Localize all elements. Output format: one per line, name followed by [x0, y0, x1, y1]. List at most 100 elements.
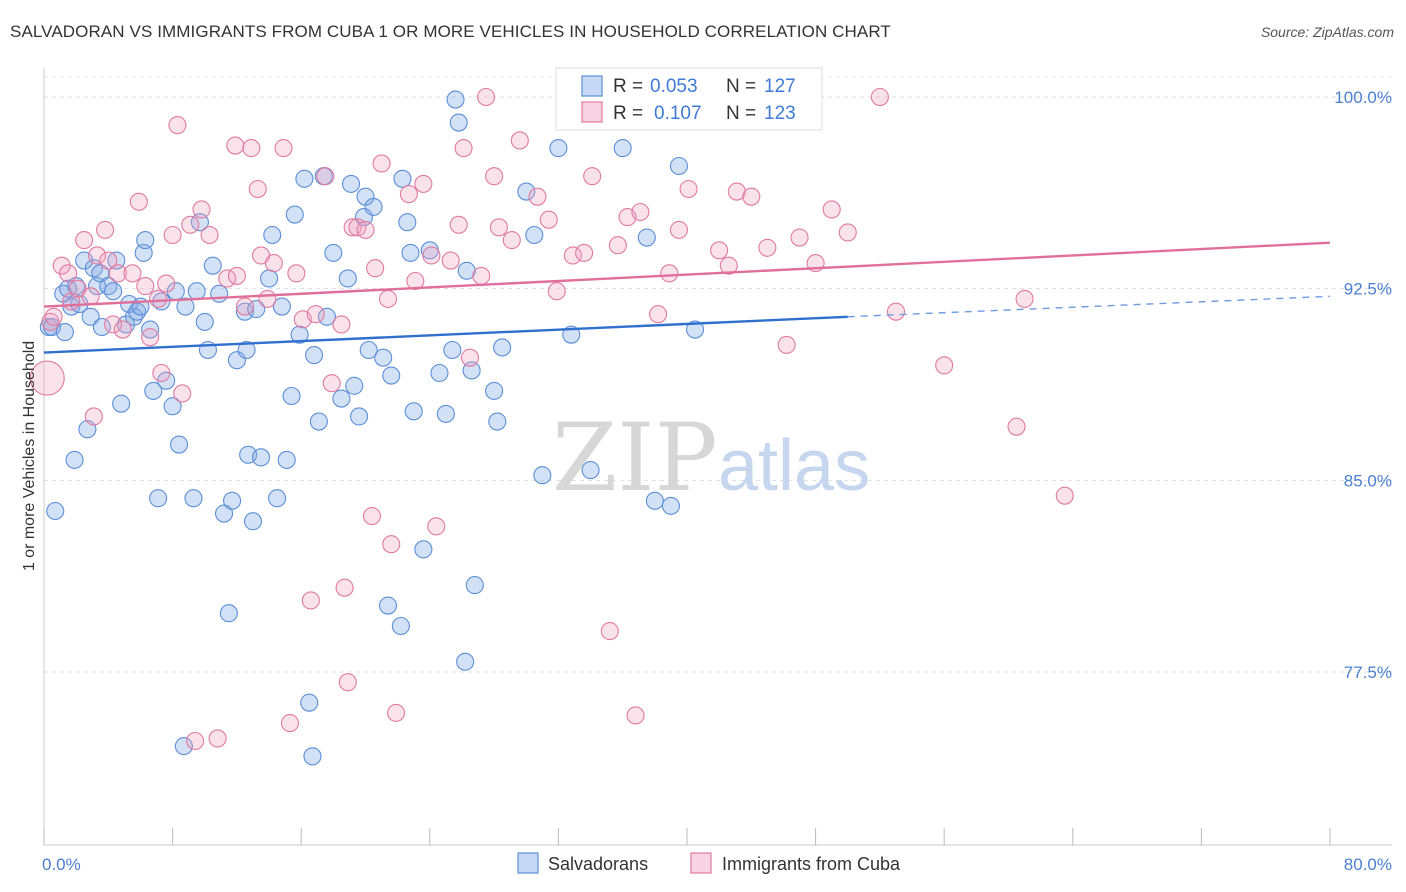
salvadoran-point-90 [430, 363, 449, 383]
salvadoran-point-104 [533, 466, 552, 485]
cuba-point-21 [152, 363, 171, 383]
salvadoran-point-38 [184, 489, 203, 508]
salvadoran-point-96 [457, 261, 476, 280]
salvadoran-point-43 [203, 256, 222, 275]
axes [43, 68, 1392, 846]
cuba-point-80 [583, 167, 602, 186]
salvadoran-point-2 [46, 501, 65, 521]
cuba-point-87 [660, 264, 679, 283]
cuba-point-19 [141, 328, 160, 347]
cuba-point-33 [227, 266, 246, 285]
salvadoran-point-64 [300, 693, 319, 712]
salvadoran-point-73 [341, 174, 361, 193]
salvadoran-point-57 [268, 489, 287, 508]
salvadoran-point-45 [214, 504, 234, 523]
cuba-point-39 [264, 254, 283, 273]
source-credit: Source: ZipAtlas.com [1260, 24, 1394, 40]
salvadoran-point-44 [210, 284, 229, 303]
salvadoran-point-108 [613, 139, 632, 158]
salvadoran-point-47 [223, 491, 242, 510]
cuba-point-45 [306, 305, 325, 324]
cuba-point-56 [372, 154, 391, 173]
legend-n-value-2: 123 [764, 103, 796, 124]
cuba-point-69 [472, 266, 491, 285]
salvadoran-point-37 [176, 297, 195, 316]
salvadoran-point-29 [144, 381, 163, 400]
salvadoran-point-110 [645, 491, 664, 510]
cuba-point-78 [563, 246, 582, 265]
salvadoran-point-80 [374, 348, 393, 367]
cuba-point-53 [356, 220, 375, 239]
cuba-trend-line [43, 241, 1331, 308]
salvadoran-point-63 [295, 169, 314, 188]
cuba-point-96 [790, 228, 809, 247]
salvadoran-point-78 [359, 340, 378, 360]
cuba-point-9 [84, 407, 103, 426]
cuba-point-30 [208, 729, 227, 748]
cuba-point-16 [123, 264, 142, 283]
cuba-point-50 [338, 673, 357, 692]
salvadoran-point-111 [661, 496, 680, 515]
salvadoran-point-74 [345, 376, 364, 395]
cuba-point-64 [427, 517, 446, 536]
salvadoran-point-53 [247, 300, 266, 319]
salvadoran-point-59 [277, 450, 296, 469]
salvadoran-point-20 [112, 394, 131, 413]
cuba-point-28 [192, 200, 211, 219]
cuba-point-27 [186, 731, 205, 751]
cuba-point-36 [248, 179, 267, 199]
salvadoran-point-101 [493, 338, 512, 357]
salvadoran-point-95 [456, 652, 475, 671]
salvadoran-point-103 [525, 225, 544, 245]
salvadoran-point-55 [259, 269, 279, 288]
salvadoran-point-52 [243, 512, 263, 531]
salvadoran-point-81 [378, 596, 398, 615]
salvadoran-point-28 [141, 320, 160, 339]
watermark-atlas: atlas [718, 426, 870, 506]
salvadoran-point-71 [332, 389, 351, 408]
legend-r-value-2: 0.107 [654, 103, 702, 124]
cuba-point-66 [449, 215, 468, 234]
tick-labels: 77.5% 85.0% 92.5% 100.0% 0.0% 80.0% [42, 88, 1392, 874]
cuba-point-68 [460, 348, 480, 367]
cuba-point-55 [366, 259, 385, 278]
salvadoran-point-88 [414, 540, 433, 559]
legend-n-label-1: N = [726, 76, 756, 97]
x-tick-label-0: 0.0% [42, 855, 81, 874]
salvadoran-point-83 [391, 616, 410, 636]
salvadoran-point-107 [581, 461, 600, 480]
cuba-point-89 [679, 179, 698, 199]
series-legend: Salvadorans Immigrants from Cuba [517, 852, 901, 874]
cuba-point-60 [399, 185, 418, 204]
salvadoran-point-92 [443, 340, 462, 360]
salvadoran-point-33 [163, 397, 182, 416]
salvadoran-point-98 [465, 576, 484, 595]
cuba-point-61 [406, 271, 425, 291]
cuba-point-93 [742, 187, 761, 206]
legend-swatch-salvadorans [581, 75, 603, 97]
cuba-point-85 [631, 202, 650, 222]
salvadoran-point-94 [449, 113, 468, 132]
salvadoran-point-86 [401, 243, 420, 262]
cuba-point-40 [274, 139, 293, 158]
salvadoran-point-15 [91, 264, 110, 283]
salvadoran-point-109 [637, 228, 656, 247]
chart-title: SALVADORAN VS IMMIGRANTS FROM CUBA 1 OR … [10, 22, 891, 41]
cuba-point-47 [322, 374, 341, 393]
cuba-point-105 [1055, 486, 1074, 505]
salvadoran-point-27 [136, 231, 155, 250]
cuba-point-14 [108, 264, 127, 283]
cuba-point-95 [777, 335, 796, 354]
salvadoran-point-84 [393, 169, 412, 188]
cuba-point-84 [626, 706, 645, 725]
salvadoran-point-113 [685, 320, 705, 339]
salvadoran-point-112 [669, 156, 689, 176]
salvadoran-point-41 [195, 312, 214, 331]
cuba-point-46 [316, 167, 335, 186]
cuba-point-101 [886, 302, 906, 321]
salvadoran-point-18 [104, 282, 123, 301]
salvadoran-point-58 [272, 297, 291, 316]
legend-r-value-1: 0.053 [650, 76, 698, 97]
bottom-legend-swatch-cuba [690, 852, 712, 874]
cuba-point-71 [485, 167, 504, 186]
